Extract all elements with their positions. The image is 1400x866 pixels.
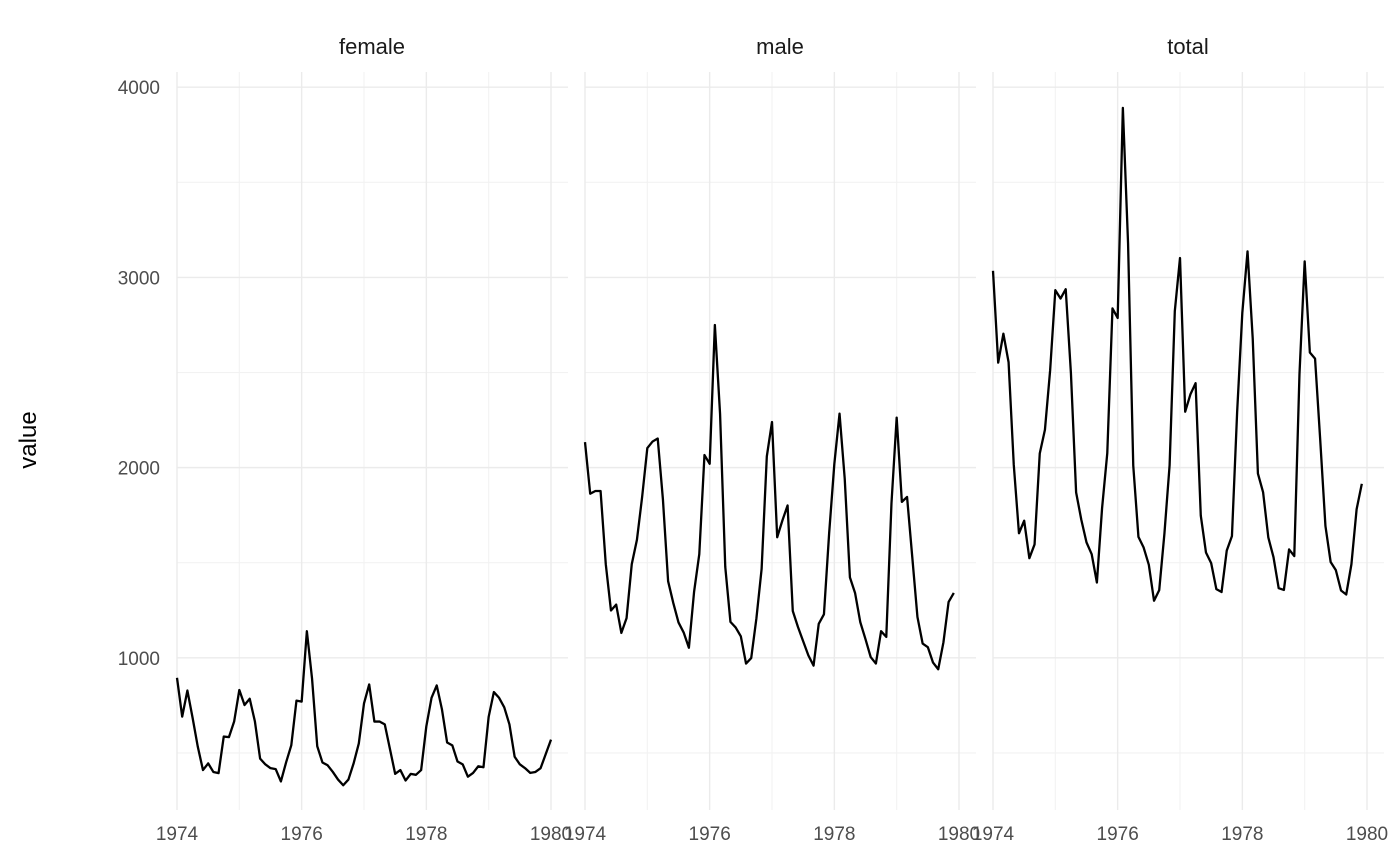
x-tick-label: 1978 (813, 824, 855, 845)
series-line-female (175, 630, 553, 787)
x-tick-label: 1978 (1221, 824, 1263, 845)
facet-label-female: female (339, 34, 405, 59)
y-axis: 1000 2000 3000 4000 (118, 78, 160, 670)
x-tick-label: 1980 (938, 824, 980, 845)
x-tick-label: 1976 (1097, 824, 1139, 845)
x-tick-label: 1980 (530, 824, 572, 845)
panel-total: total 1974 1976 1978 1980 (972, 34, 1388, 845)
y-tick-label: 3000 (118, 268, 160, 289)
series-line-total (991, 106, 1363, 602)
facet-label-male: male (756, 34, 804, 59)
panel-female: female 1974 1976 1978 1980 (156, 34, 572, 845)
y-tick-label: 2000 (118, 459, 160, 480)
y-tick-label: 1000 (118, 649, 160, 670)
x-tick-label: 1976 (281, 824, 323, 845)
panels-layer: female 1974 1976 1978 1980 male 1974 1976 1978 19… (156, 34, 1388, 845)
x-tick-label: 1974 (156, 824, 199, 845)
facet-label-total: total (1167, 34, 1209, 59)
series-line-male (583, 323, 955, 671)
x-tick-label: 1980 (1346, 824, 1388, 845)
y-tick-label: 4000 (118, 78, 160, 99)
y-axis-title: value (15, 411, 42, 468)
x-tick-label: 1974 (564, 824, 607, 845)
x-tick-label: 1978 (405, 824, 447, 845)
x-tick-label: 1976 (689, 824, 731, 845)
x-tick-label: 1974 (972, 824, 1015, 845)
panel-male: male 1974 1976 1978 1980 (564, 34, 980, 845)
